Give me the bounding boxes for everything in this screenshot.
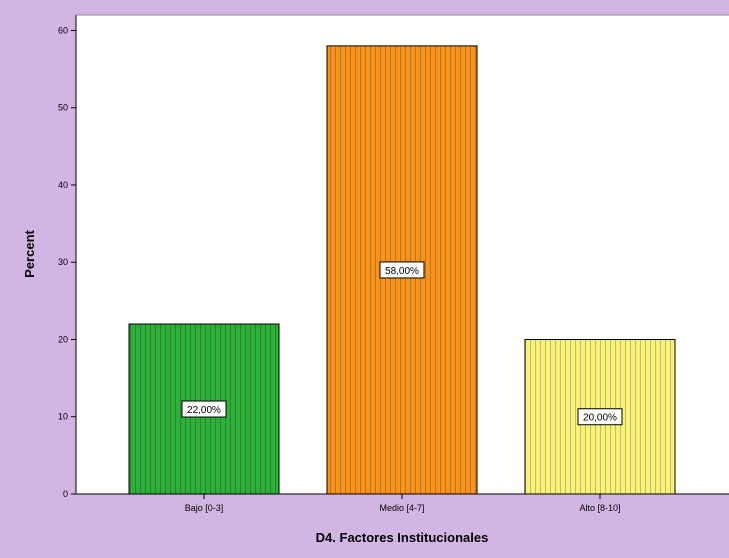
- data-label: 22,00%: [187, 405, 221, 416]
- data-label-box: [577, 408, 623, 426]
- y-tick-label: 20: [58, 334, 68, 344]
- data-label-box: [181, 400, 227, 418]
- bars-group: 22,00% 58,00% 20,00%: [128, 45, 676, 495]
- y-axis-title: Percent: [22, 229, 37, 277]
- data-label-box: [379, 261, 425, 279]
- x-axis-ticks: Bajo [0-3] Medio [4-7] Alto [8-10]: [185, 494, 621, 513]
- y-tick-label: 60: [58, 25, 68, 35]
- data-label: 20,00%: [583, 413, 617, 424]
- x-tick-label: Bajo [0-3]: [185, 503, 224, 513]
- y-axis-ticks: 0 10 20 30 40 50 60: [58, 25, 76, 499]
- y-tick-label: 10: [58, 412, 68, 422]
- y-tick-label: 0: [63, 489, 68, 499]
- x-tick-label: Medio [4-7]: [379, 503, 424, 513]
- y-tick-label: 50: [58, 103, 68, 113]
- y-tick-label: 30: [58, 257, 68, 267]
- x-axis-title: D4. Factores Institucionales: [316, 530, 489, 545]
- x-tick-label: Alto [8-10]: [579, 503, 620, 513]
- y-tick-label: 40: [58, 180, 68, 190]
- data-label: 58,00%: [385, 266, 419, 277]
